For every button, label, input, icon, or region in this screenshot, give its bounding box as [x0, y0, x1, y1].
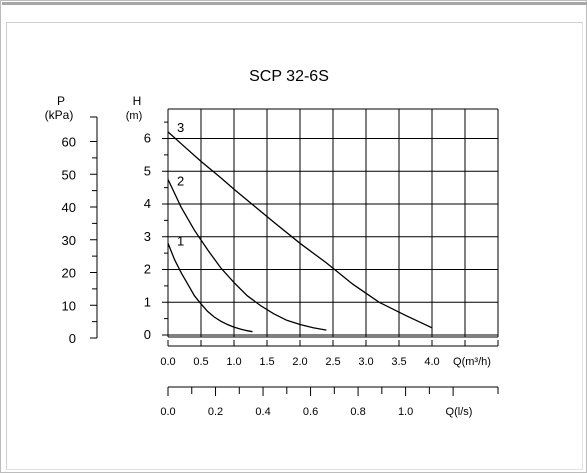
flow-tick-label: 2.0 — [292, 356, 307, 368]
flow-ls-axis: 0.0 0.2 0.4 0.6 0.8 1.0 — [160, 386, 499, 418]
flow-ls-tick-label: 0.8 — [350, 406, 365, 418]
pump-curves: 1 2 3 — [167, 120, 433, 333]
head-tick-label: 3 — [144, 229, 151, 244]
flow-tick-label: 3.0 — [358, 356, 373, 368]
flow-axis-label: Q(m³/h) — [453, 356, 491, 368]
head-tick-label: 4 — [144, 196, 151, 211]
pressure-tick-label: 0 — [69, 331, 76, 346]
flow-ls-tick-label: 0.2 — [208, 406, 223, 418]
flow-ls-tick-label: 1.0 — [398, 406, 413, 418]
flow-ls-tick-label: 0.6 — [303, 406, 318, 418]
pressure-axis-unit: (kPa) — [45, 108, 74, 122]
head-tick-label: 5 — [144, 163, 151, 178]
pressure-tick-label: 10 — [62, 298, 76, 313]
chart-title: SCP 32-6S — [249, 68, 329, 85]
head-tick-label: 6 — [144, 131, 151, 146]
flow-tick-label: 0.5 — [193, 356, 208, 368]
head-axis-ticks: 0 1 2 3 4 5 6 — [144, 121, 168, 342]
flow-tick-label: 3.5 — [391, 356, 406, 368]
flow-tick-label: 1.5 — [259, 356, 274, 368]
pressure-tick-label: 20 — [62, 266, 76, 281]
head-tick-label: 0 — [144, 327, 151, 342]
head-axis-label: H — [133, 94, 142, 108]
flow-ls-axis-label: Q(l/s) — [446, 406, 473, 418]
top-border — [2, 2, 587, 5]
pressure-axis: P (kPa) 0 10 20 30 40 50 60 — [45, 94, 98, 346]
flow-tick-label: 2.5 — [325, 356, 340, 368]
plot-grid — [167, 108, 499, 338]
chart-panel — [6, 22, 583, 470]
flow-tick-label: 0.0 — [160, 356, 175, 368]
flow-tick-label: 4.0 — [424, 356, 439, 368]
pressure-tick-label: 60 — [62, 135, 76, 150]
flow-ls-tick-label: 0.0 — [160, 406, 175, 418]
pressure-tick-label: 40 — [62, 200, 76, 215]
flow-axis-ticks: 0.0 0.5 1.0 1.5 2.0 2.5 3.0 3.5 4.0 — [160, 340, 499, 368]
head-axis-unit: (m) — [126, 110, 143, 122]
flow-ls-tick-label: 0.4 — [255, 406, 270, 418]
flow-tick-label: 1.0 — [226, 356, 241, 368]
curve-label-1: 1 — [177, 233, 184, 248]
curve-2 — [167, 179, 327, 331]
curve-label-2: 2 — [177, 173, 184, 188]
curve-3 — [167, 131, 433, 329]
head-tick-label: 1 — [144, 294, 151, 309]
curve-1 — [167, 243, 253, 333]
pressure-tick-label: 50 — [62, 167, 76, 182]
pressure-tick-label: 30 — [62, 233, 76, 248]
pressure-axis-label: P — [57, 94, 65, 108]
curve-label-3: 3 — [177, 120, 184, 135]
head-tick-label: 2 — [144, 262, 151, 277]
